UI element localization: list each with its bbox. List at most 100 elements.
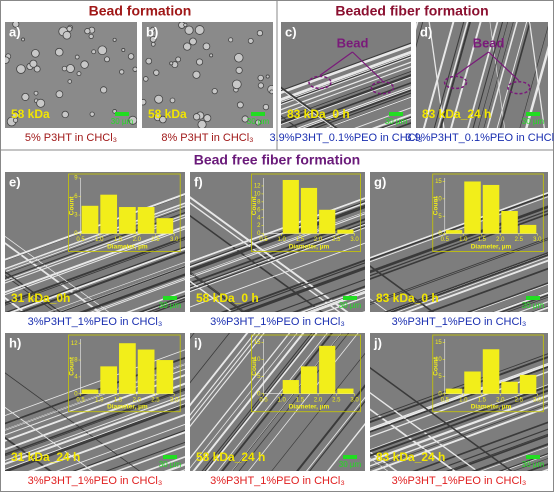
fiber xyxy=(432,428,548,471)
fiber xyxy=(281,56,411,106)
hist-bar xyxy=(337,229,354,234)
y-tick-label: 8 xyxy=(74,358,78,364)
bead xyxy=(55,90,64,99)
caption: 3%P3HT_1%PEO in CHCl₃ xyxy=(392,475,527,487)
bead xyxy=(29,59,38,68)
fiber xyxy=(445,433,548,471)
y-tick-label: 15 xyxy=(254,340,261,346)
fiber xyxy=(5,372,141,471)
sample-label: 58 kDa_0 h xyxy=(196,291,259,305)
caption: 3%P3HT_1%PEO in CHCl₃ xyxy=(210,475,345,487)
fiber xyxy=(281,51,411,100)
fiber xyxy=(239,266,365,312)
fiber xyxy=(5,239,185,306)
fiber xyxy=(326,422,365,471)
y-axis-title: Count xyxy=(251,356,258,376)
fiber xyxy=(5,389,185,457)
fiber xyxy=(313,92,411,128)
fiber xyxy=(396,256,548,312)
fiber xyxy=(5,403,185,470)
fiber xyxy=(422,22,455,128)
hist-frame xyxy=(251,173,361,252)
fiber xyxy=(292,285,365,312)
y-axis-title: Count xyxy=(68,356,75,376)
caption: 3.9%P3HT_0.1%PEO in CHCl₃ xyxy=(269,132,422,144)
fiber xyxy=(47,261,185,312)
bead xyxy=(169,97,176,104)
hist-bar xyxy=(482,349,500,394)
bead xyxy=(196,58,204,66)
fiber xyxy=(274,278,365,312)
bead-marker xyxy=(308,75,332,90)
fiber xyxy=(205,333,318,471)
bead xyxy=(255,119,262,126)
fiber xyxy=(370,192,548,259)
x-tick-label: 2.0 xyxy=(314,237,323,243)
scale-label: 30 µm xyxy=(385,117,408,126)
hist-bar xyxy=(282,380,299,394)
fiber xyxy=(190,333,291,460)
y-axis-title: Count xyxy=(251,196,258,216)
fiber xyxy=(5,228,185,296)
hist-bar xyxy=(464,181,481,234)
fiber xyxy=(306,396,365,471)
bead xyxy=(202,42,211,51)
x-axis-title: Diameter, µm xyxy=(471,403,512,410)
sample-label: 83 kDa_0 h xyxy=(287,107,350,121)
scale-bar xyxy=(526,455,540,459)
hist-bar xyxy=(119,207,136,234)
fiber xyxy=(489,22,505,128)
x-tick-label: 0.5 xyxy=(259,237,268,243)
x-axis-title: Diameter, µm xyxy=(471,243,512,250)
fiber xyxy=(370,366,548,433)
fiber xyxy=(426,267,548,312)
bead xyxy=(257,82,264,89)
panel-label: e) xyxy=(9,174,21,189)
fiber xyxy=(190,225,365,291)
bead xyxy=(241,115,249,123)
bead xyxy=(269,89,273,95)
y-tick-label: 2 xyxy=(257,223,261,229)
panel-label: d) xyxy=(420,24,432,39)
caption: 5% P3HT in CHCl₃ xyxy=(25,132,117,144)
bead xyxy=(97,45,108,56)
fiber xyxy=(467,22,499,128)
fiber xyxy=(5,246,185,312)
x-tick-label: 1.5 xyxy=(478,397,487,403)
bead xyxy=(127,53,135,60)
fiber xyxy=(5,205,185,273)
section-title: Beaded fiber formation xyxy=(335,3,488,19)
x-tick-label: 2.5 xyxy=(151,237,160,243)
x-tick-label: 3.0 xyxy=(350,397,359,403)
y-tick-label: 8 xyxy=(257,199,261,205)
fiber xyxy=(75,431,185,471)
y-tick-label: 4 xyxy=(74,374,78,380)
annotation: Bead xyxy=(337,35,369,50)
bead xyxy=(128,115,137,125)
fiber xyxy=(471,443,548,471)
fiber xyxy=(308,400,365,471)
fiber xyxy=(370,353,548,420)
y-tick-label: 3 xyxy=(74,213,78,219)
caption: 3%P3HT_1%PEO in CHCl₃ xyxy=(28,316,163,328)
fiber xyxy=(370,213,548,280)
caption: 3.9%P3HT_0.1%PEO in CHCl₃ xyxy=(405,132,554,144)
scale-bar xyxy=(163,296,177,300)
fiber xyxy=(190,333,298,469)
x-axis-title: Diameter, µm xyxy=(107,243,148,250)
y-tick-label: 9 xyxy=(74,176,78,182)
hist-bar xyxy=(81,205,99,234)
hist-bar xyxy=(100,194,118,234)
caption: 3%P3HT_1%PEO in CHCl₃ xyxy=(28,475,163,487)
panel-label: g) xyxy=(374,174,386,189)
hist-bar xyxy=(319,345,336,394)
x-tick-label: 1.0 xyxy=(95,237,104,243)
x-tick-label: 3.0 xyxy=(533,397,542,403)
y-tick-label: 0 xyxy=(438,231,442,237)
bead xyxy=(12,117,19,123)
arrow xyxy=(488,51,520,82)
fiber xyxy=(370,406,548,471)
bead xyxy=(62,30,72,40)
fiber xyxy=(5,398,185,465)
fiber xyxy=(105,441,185,471)
